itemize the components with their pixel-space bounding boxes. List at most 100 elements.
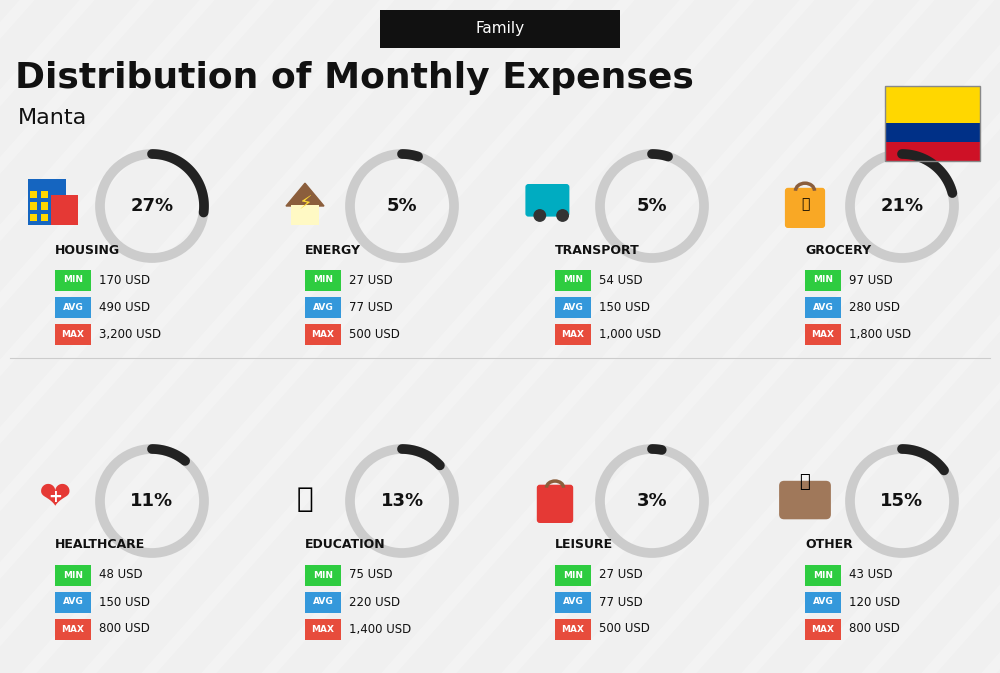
FancyBboxPatch shape bbox=[305, 297, 341, 318]
Text: 500 USD: 500 USD bbox=[599, 623, 650, 635]
Text: MAX: MAX bbox=[811, 625, 834, 633]
Circle shape bbox=[534, 210, 546, 221]
Text: 97 USD: 97 USD bbox=[849, 273, 893, 287]
FancyBboxPatch shape bbox=[55, 324, 91, 345]
Text: 5%: 5% bbox=[637, 197, 667, 215]
FancyBboxPatch shape bbox=[805, 618, 841, 639]
Text: 11%: 11% bbox=[130, 492, 174, 510]
FancyBboxPatch shape bbox=[51, 194, 78, 225]
Text: 15%: 15% bbox=[880, 492, 924, 510]
FancyBboxPatch shape bbox=[779, 481, 831, 520]
Text: 500 USD: 500 USD bbox=[349, 328, 400, 341]
FancyBboxPatch shape bbox=[805, 297, 841, 318]
Text: 21%: 21% bbox=[880, 197, 924, 215]
Text: 🥬: 🥬 bbox=[801, 197, 809, 211]
Text: GROCERY: GROCERY bbox=[805, 244, 871, 256]
FancyBboxPatch shape bbox=[28, 180, 66, 225]
FancyBboxPatch shape bbox=[305, 565, 341, 586]
FancyBboxPatch shape bbox=[291, 205, 319, 225]
Text: AVG: AVG bbox=[63, 598, 83, 606]
Text: 13%: 13% bbox=[380, 492, 424, 510]
Text: 77 USD: 77 USD bbox=[599, 596, 643, 608]
Text: MAX: MAX bbox=[562, 625, 584, 633]
FancyBboxPatch shape bbox=[30, 213, 37, 221]
Text: ⚡: ⚡ bbox=[298, 194, 312, 213]
Text: 1,400 USD: 1,400 USD bbox=[349, 623, 411, 635]
FancyBboxPatch shape bbox=[785, 188, 825, 228]
FancyBboxPatch shape bbox=[555, 269, 591, 291]
FancyBboxPatch shape bbox=[305, 269, 341, 291]
Text: 170 USD: 170 USD bbox=[99, 273, 150, 287]
FancyBboxPatch shape bbox=[41, 213, 48, 221]
FancyBboxPatch shape bbox=[805, 565, 841, 586]
Text: MIN: MIN bbox=[63, 275, 83, 285]
FancyBboxPatch shape bbox=[555, 324, 591, 345]
Text: Manta: Manta bbox=[18, 108, 87, 128]
FancyBboxPatch shape bbox=[55, 618, 91, 639]
Text: TRANSPORT: TRANSPORT bbox=[555, 244, 640, 256]
Text: 5%: 5% bbox=[387, 197, 417, 215]
FancyBboxPatch shape bbox=[305, 618, 341, 639]
Text: 150 USD: 150 USD bbox=[99, 596, 150, 608]
Text: 120 USD: 120 USD bbox=[849, 596, 900, 608]
Text: 27 USD: 27 USD bbox=[599, 569, 643, 581]
FancyBboxPatch shape bbox=[805, 592, 841, 612]
FancyBboxPatch shape bbox=[525, 184, 569, 217]
Text: 43 USD: 43 USD bbox=[849, 569, 893, 581]
FancyBboxPatch shape bbox=[555, 618, 591, 639]
Text: AVG: AVG bbox=[563, 598, 583, 606]
Text: HOUSING: HOUSING bbox=[55, 244, 120, 256]
Text: AVG: AVG bbox=[813, 598, 833, 606]
FancyBboxPatch shape bbox=[305, 592, 341, 612]
Text: 3,200 USD: 3,200 USD bbox=[99, 328, 161, 341]
Text: MAX: MAX bbox=[312, 330, 334, 339]
Text: 1,800 USD: 1,800 USD bbox=[849, 328, 911, 341]
Text: EDUCATION: EDUCATION bbox=[305, 538, 386, 551]
Text: MAX: MAX bbox=[811, 330, 834, 339]
Text: MIN: MIN bbox=[563, 275, 583, 285]
Text: MIN: MIN bbox=[313, 571, 333, 579]
Text: 220 USD: 220 USD bbox=[349, 596, 400, 608]
Text: Family: Family bbox=[475, 22, 525, 36]
Text: 800 USD: 800 USD bbox=[849, 623, 900, 635]
Text: AVG: AVG bbox=[813, 302, 833, 312]
Text: MAX: MAX bbox=[62, 330, 84, 339]
FancyBboxPatch shape bbox=[537, 485, 573, 523]
Text: ENERGY: ENERGY bbox=[305, 244, 361, 256]
Text: 🎓: 🎓 bbox=[297, 485, 313, 513]
FancyBboxPatch shape bbox=[805, 324, 841, 345]
Text: +: + bbox=[48, 488, 62, 506]
FancyBboxPatch shape bbox=[305, 324, 341, 345]
Text: 27%: 27% bbox=[130, 197, 174, 215]
FancyBboxPatch shape bbox=[55, 297, 91, 318]
Text: MAX: MAX bbox=[62, 625, 84, 633]
Text: OTHER: OTHER bbox=[805, 538, 853, 551]
FancyBboxPatch shape bbox=[30, 202, 37, 210]
Text: MIN: MIN bbox=[563, 571, 583, 579]
FancyBboxPatch shape bbox=[30, 191, 37, 199]
Text: LEISURE: LEISURE bbox=[555, 538, 613, 551]
Circle shape bbox=[557, 210, 568, 221]
Text: 77 USD: 77 USD bbox=[349, 301, 393, 314]
FancyBboxPatch shape bbox=[555, 297, 591, 318]
Text: ❤: ❤ bbox=[39, 479, 71, 516]
Text: 280 USD: 280 USD bbox=[849, 301, 900, 314]
FancyBboxPatch shape bbox=[805, 269, 841, 291]
FancyBboxPatch shape bbox=[885, 85, 980, 123]
Text: 3%: 3% bbox=[637, 492, 667, 510]
Text: MAX: MAX bbox=[312, 625, 334, 633]
Text: MIN: MIN bbox=[813, 571, 833, 579]
Text: 48 USD: 48 USD bbox=[99, 569, 143, 581]
Text: MIN: MIN bbox=[313, 275, 333, 285]
Text: Distribution of Monthly Expenses: Distribution of Monthly Expenses bbox=[15, 61, 694, 95]
Text: MIN: MIN bbox=[813, 275, 833, 285]
Text: MAX: MAX bbox=[562, 330, 584, 339]
Text: 27 USD: 27 USD bbox=[349, 273, 393, 287]
Text: AVG: AVG bbox=[63, 302, 83, 312]
Text: 150 USD: 150 USD bbox=[599, 301, 650, 314]
Text: AVG: AVG bbox=[313, 302, 333, 312]
Text: 75 USD: 75 USD bbox=[349, 569, 393, 581]
FancyBboxPatch shape bbox=[555, 565, 591, 586]
Polygon shape bbox=[286, 183, 324, 206]
Text: 54 USD: 54 USD bbox=[599, 273, 643, 287]
